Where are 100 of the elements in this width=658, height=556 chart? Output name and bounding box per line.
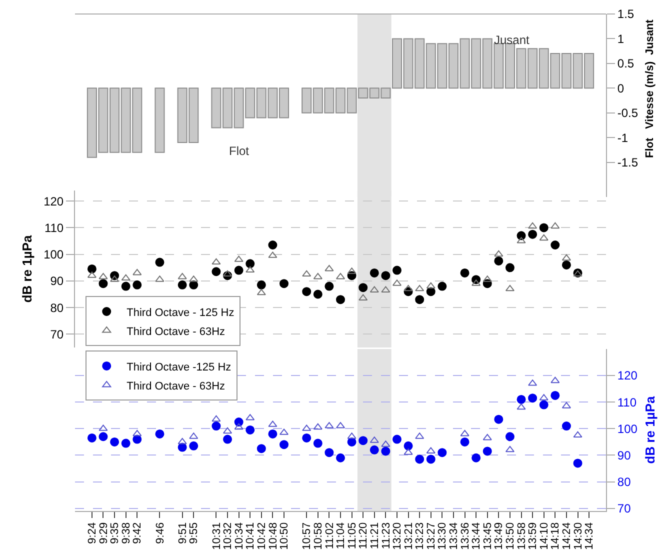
point <box>178 438 187 444</box>
point <box>132 434 142 444</box>
point <box>460 430 470 436</box>
point <box>505 446 515 452</box>
x-tick-label: 14:30 <box>572 522 584 550</box>
point <box>539 234 548 241</box>
point <box>573 458 582 468</box>
point <box>438 282 447 291</box>
x-tick-label: 9:55 <box>188 522 200 544</box>
point <box>246 259 255 268</box>
point <box>178 272 187 280</box>
x-tick-label: 13:34 <box>448 522 460 550</box>
point <box>562 422 571 431</box>
x-tick-label: 9:38 <box>120 522 132 544</box>
text: Flot <box>644 138 656 158</box>
y2-tick-label: 0.5 <box>617 56 634 71</box>
point <box>381 446 390 456</box>
point <box>313 290 322 299</box>
point <box>212 267 221 276</box>
point <box>87 433 96 442</box>
point <box>562 260 571 270</box>
point <box>132 268 142 276</box>
point <box>178 442 187 452</box>
x-tick-label: 13:36 <box>459 522 472 550</box>
point <box>381 271 390 280</box>
x-tick-label: 10:57 <box>301 522 314 550</box>
point <box>494 256 504 266</box>
x-tick-label: 10:32 <box>222 522 234 550</box>
point <box>189 441 198 450</box>
point <box>438 448 447 458</box>
point <box>178 280 187 290</box>
annotation: Jusant <box>494 33 530 47</box>
y2-tick-label: 100 <box>617 422 638 436</box>
y-tick-label: 110 <box>44 220 64 235</box>
point <box>516 403 526 410</box>
legend-label: Third Octave - 125 Hz <box>126 306 234 319</box>
point <box>336 272 346 280</box>
point <box>132 280 142 290</box>
point <box>324 448 334 458</box>
point <box>256 288 266 296</box>
point <box>234 418 244 427</box>
point <box>256 280 266 290</box>
point <box>505 263 514 272</box>
point <box>87 264 96 274</box>
point <box>121 274 130 281</box>
y-axis-title: dB re 1µPa <box>20 234 35 303</box>
point <box>246 266 255 273</box>
x-tick-label: 10:42 <box>256 522 268 550</box>
point <box>370 286 379 293</box>
legend-label: Third Octave - 63Hz <box>126 380 226 392</box>
y2-tick-label: 120 <box>617 368 638 383</box>
point <box>155 429 164 438</box>
point <box>280 440 289 450</box>
x-tick-label: 13:49 <box>493 522 506 550</box>
y-tick-label: 80 <box>50 300 64 315</box>
point <box>189 280 198 290</box>
point <box>550 376 560 384</box>
x-tick-label: 10:34 <box>233 522 246 550</box>
y-tick-label: 120 <box>44 194 64 208</box>
y2-tick-label: 1 <box>617 32 624 46</box>
x-tick-label: 13:30 <box>436 522 449 550</box>
legend-label: Third Octave - 63Hz <box>126 326 226 338</box>
y2-tick-label: 110 <box>617 395 637 410</box>
point <box>222 427 232 434</box>
point <box>268 240 278 250</box>
point <box>482 446 492 456</box>
x-tick-label: 13:21 <box>402 522 415 550</box>
y2-tick-label: 70 <box>617 502 632 516</box>
point <box>212 415 221 422</box>
x-tick-label: 11:02 <box>324 522 336 550</box>
point <box>256 444 266 454</box>
point <box>336 295 345 304</box>
y-tick-label: 70 <box>50 327 64 342</box>
point <box>280 279 289 288</box>
x-tick-label: 10:58 <box>312 522 324 550</box>
point <box>573 431 582 438</box>
point <box>415 454 424 464</box>
x-tick-label: 9:46 <box>154 522 166 544</box>
point <box>358 436 368 446</box>
point <box>268 429 278 438</box>
point <box>392 434 402 444</box>
point <box>222 270 232 277</box>
point <box>381 286 390 293</box>
x-tick-label: 9:35 <box>109 522 122 544</box>
x-tick-label: 14:18 <box>550 522 562 550</box>
x-tick-label: 9:42 <box>132 522 144 544</box>
point <box>482 434 492 440</box>
point <box>121 282 130 291</box>
point <box>460 268 470 278</box>
y2-tick-label: -1.5 <box>617 155 638 170</box>
x-tick-label: 13:50 <box>504 522 517 550</box>
point <box>358 283 368 292</box>
x-tick-label: 14:34 <box>584 522 596 550</box>
point <box>223 434 232 444</box>
point <box>98 272 108 280</box>
x-tick-label: 14:24 <box>561 522 574 550</box>
point <box>550 390 560 400</box>
point <box>426 287 436 296</box>
point <box>415 284 424 292</box>
point <box>539 223 548 232</box>
